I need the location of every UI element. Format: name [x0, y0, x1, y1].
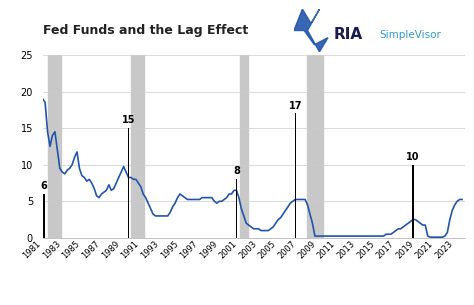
Text: 8: 8 [233, 167, 240, 176]
Bar [240, 55, 248, 238]
Text: RIA: RIA [333, 27, 362, 42]
Text: SimpleVisor: SimpleVisor [379, 30, 441, 40]
Bar [128, 128, 129, 238]
Text: 10: 10 [406, 152, 420, 162]
Text: Fed Funds and the Lag Effect: Fed Funds and the Lag Effect [43, 23, 248, 37]
Text: 6: 6 [41, 181, 47, 191]
Bar [44, 194, 45, 238]
Polygon shape [294, 9, 328, 52]
Bar [307, 55, 323, 238]
Bar [131, 55, 144, 238]
Bar [47, 55, 61, 238]
Bar [294, 113, 296, 238]
Bar [236, 179, 237, 238]
Text: 17: 17 [289, 101, 302, 110]
Text: 15: 15 [122, 115, 135, 125]
Bar [412, 165, 414, 238]
